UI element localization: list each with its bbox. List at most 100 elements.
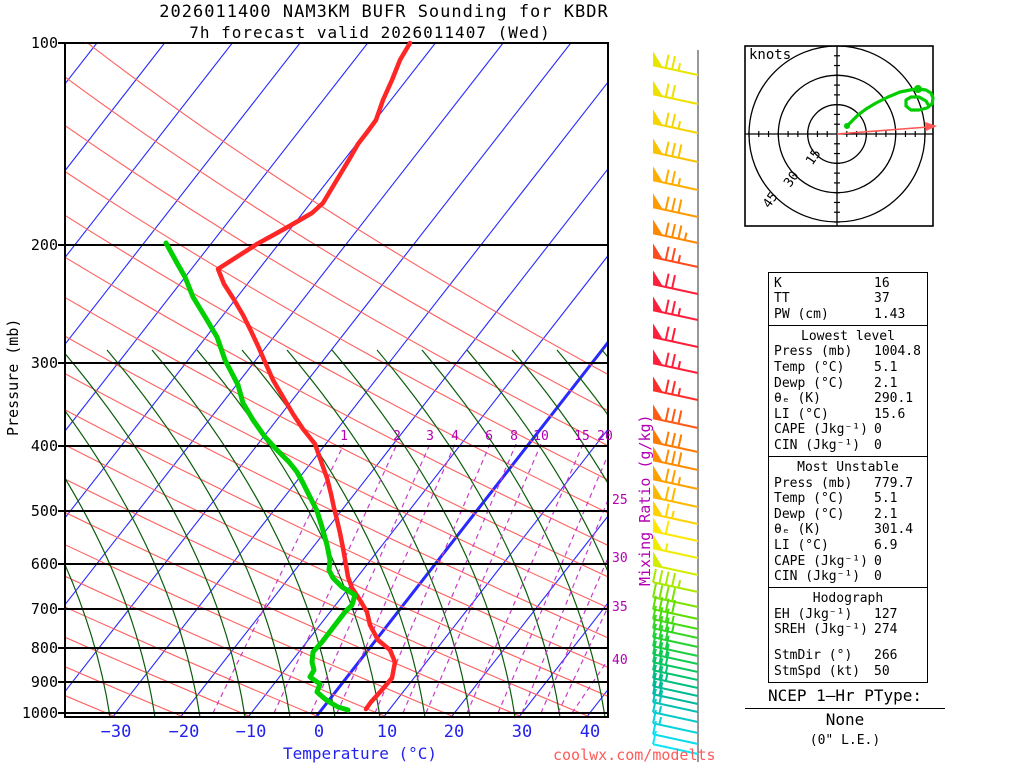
isotherm-line xyxy=(247,254,608,717)
mixing-ratio-line xyxy=(521,499,608,714)
mixing-ratio-line xyxy=(466,443,584,714)
wind-barb-feather xyxy=(664,586,670,601)
mixing-ratio-label: 3 xyxy=(426,429,434,444)
wind-barb xyxy=(652,404,699,429)
wind-barb-feather xyxy=(658,634,664,648)
pressure-tick-label: 200 xyxy=(30,236,58,254)
moist-adiabat-line xyxy=(241,349,426,717)
most-unstable-box-row: Dewp (°C) 2.1 xyxy=(774,507,922,523)
wind-barb-feather xyxy=(671,599,676,614)
moist-adiabat-line xyxy=(196,349,381,717)
stat-value: 127 xyxy=(874,606,898,622)
wind-barb-feather xyxy=(671,587,676,602)
wind-barb-pennant xyxy=(653,193,663,210)
ptype-note: (0" L.E.) xyxy=(809,733,881,748)
wind-barb-shaft xyxy=(652,232,699,244)
mixing-ratio-line xyxy=(336,443,456,714)
wind-barb xyxy=(652,349,699,374)
wind-barb-shaft xyxy=(652,743,699,755)
moist-adiabat-line xyxy=(151,349,336,717)
wind-barb-feather xyxy=(677,225,683,239)
wind-barb-feather xyxy=(677,410,683,424)
wind-barb-feather xyxy=(658,682,664,696)
plot-frame xyxy=(64,42,609,718)
lowest-level-box-row: Temp (°C) 5.1 xyxy=(774,360,922,376)
wind-barb-feather xyxy=(658,690,664,704)
lowest-level-box-row: Dewp (°C) 2.1 xyxy=(774,376,922,392)
mixing-ratio-line xyxy=(310,443,431,714)
moist-adiabat-line xyxy=(376,349,561,717)
wind-barb-feather xyxy=(664,169,670,184)
wind-barb-shaft xyxy=(652,389,699,401)
wind-barb-feather xyxy=(671,274,676,289)
wind-barb-half-feather xyxy=(677,387,682,396)
dry-adiabat-line xyxy=(65,575,387,717)
wind-barb-feather xyxy=(664,326,670,341)
wind-barb-feather xyxy=(664,352,670,367)
mixing-ratio-label: 35 xyxy=(612,600,628,615)
wind-barb-feather xyxy=(664,431,670,446)
wind-barb-shaft xyxy=(652,722,699,734)
dry-adiabat-line xyxy=(65,296,608,578)
dry-adiabat-line xyxy=(65,335,608,609)
wind-barb-feather xyxy=(658,607,664,621)
wind-barb-feather xyxy=(658,616,664,630)
mixing-ratio-axis-label: Mixing Ratio (g/kg) xyxy=(636,414,654,586)
wind-barb-feather xyxy=(664,468,670,483)
temperature-tick-label: −30 xyxy=(100,722,132,742)
dry-adiabat-line xyxy=(65,478,591,717)
wind-barb-half-feather xyxy=(671,510,675,519)
wind-barb-shaft xyxy=(652,701,699,713)
isotherm-line xyxy=(65,43,504,606)
wind-barb xyxy=(652,517,699,542)
wind-barb-half-feather xyxy=(664,665,669,674)
mixing-ratio-line xyxy=(212,443,345,714)
stat-value: 301.4 xyxy=(874,522,914,538)
wind-barb-half-feather xyxy=(671,624,675,633)
wind-barb-pennant xyxy=(653,51,663,68)
wind-barb-pennant xyxy=(653,500,663,517)
stat-label: CIN (Jkg⁻¹) xyxy=(774,437,861,453)
wind-barb-half-feather xyxy=(677,360,682,369)
wind-barb-feather xyxy=(652,672,657,687)
wind-barb-feather xyxy=(664,407,670,422)
wind-barb-feather xyxy=(664,196,670,211)
watermark-link[interactable]: coolwx.com/modelts xyxy=(553,746,716,764)
wind-barb-feather xyxy=(652,623,657,638)
wind-barb-pennant xyxy=(653,551,663,568)
wind-barb xyxy=(652,551,699,576)
stat-label: Temp (°C) xyxy=(774,491,845,507)
wind-barb-feather xyxy=(664,503,670,518)
dry-adiabat-line xyxy=(65,511,523,717)
wind-barb-feather xyxy=(652,698,657,713)
wind-barb-feather xyxy=(671,113,676,128)
wind-barb-feather xyxy=(652,595,657,610)
stat-value: 5.1 xyxy=(874,491,898,507)
wind-barb-pennant xyxy=(653,404,663,421)
stat-label: TT xyxy=(774,291,790,307)
hodograph-trace-start-dot xyxy=(844,123,850,129)
stat-value: 16 xyxy=(874,275,890,291)
temperature-tick-label: −20 xyxy=(168,722,200,742)
moist-adiabat-line xyxy=(65,563,111,717)
stat-value: 0 xyxy=(874,553,882,569)
stat-value: 2.1 xyxy=(874,375,898,391)
wind-barb-shaft xyxy=(652,459,699,471)
wind-barb-shaft xyxy=(652,496,699,508)
stat-value: 37 xyxy=(874,291,890,307)
wind-barb-feather xyxy=(664,643,670,658)
wind-barb xyxy=(652,483,699,508)
mixing-ratio-label: 25 xyxy=(612,493,628,508)
indices-box-row: K 16 xyxy=(774,276,922,292)
wind-barb-feather xyxy=(664,617,670,632)
isotherm-line xyxy=(180,168,608,717)
wind-barb xyxy=(652,500,699,525)
isotherm-line xyxy=(518,601,608,717)
wind-barb-feather xyxy=(658,674,664,688)
moist-adiabat-line xyxy=(65,477,156,717)
stat-label: K xyxy=(774,275,782,291)
lowest-level-box-row: LI (°C) 15.6 xyxy=(774,407,922,423)
wind-barb-half-feather xyxy=(677,254,682,263)
